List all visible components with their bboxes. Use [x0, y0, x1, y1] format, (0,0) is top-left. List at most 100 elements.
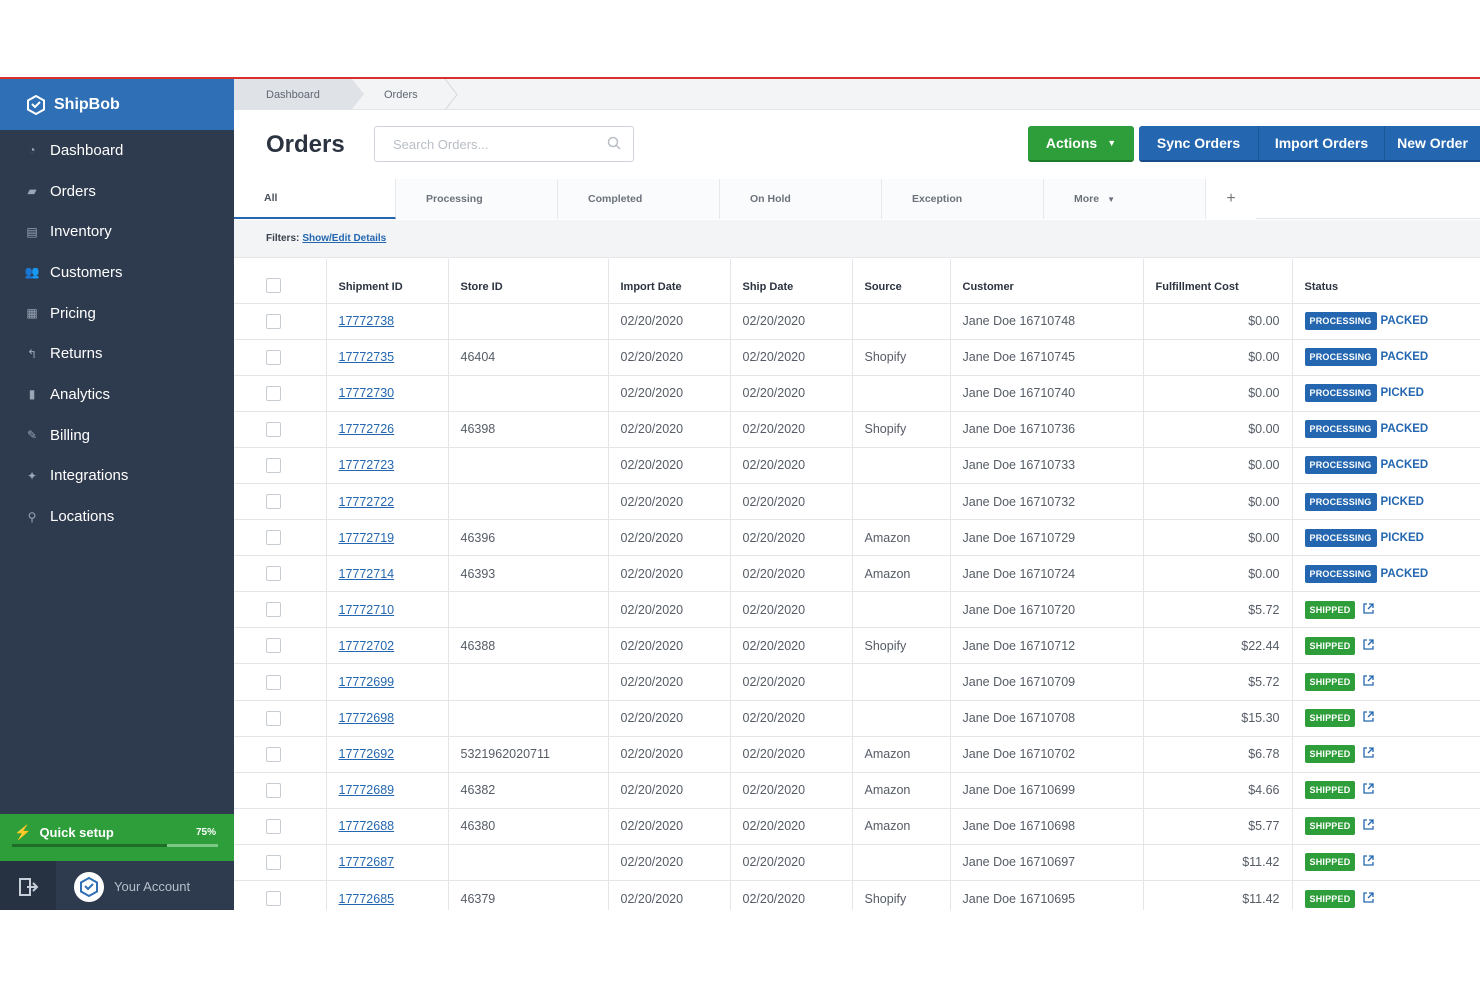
tab-completed[interactable]: Completed	[558, 179, 720, 219]
shipment-id-link[interactable]: 17772710	[338, 602, 395, 617]
shipment-id-link[interactable]: 17772723	[338, 458, 395, 473]
row-checkbox[interactable]	[266, 891, 281, 907]
search-icon[interactable]	[607, 136, 621, 153]
shipment-id-link[interactable]: 17772726	[338, 422, 395, 437]
shipment-id-link[interactable]: 17772692	[338, 747, 395, 762]
table-row[interactable]: 17772735 46404 02/20/2020 02/20/2020 Shopify…	[234, 339, 1480, 376]
sidebar-item-integrations[interactable]: ✦ Integrations	[0, 456, 234, 497]
external-link-icon[interactable]	[1363, 819, 1375, 833]
shipment-id-link[interactable]: 17772689	[338, 783, 395, 798]
row-checkbox[interactable]	[266, 349, 281, 365]
shipment-id-link[interactable]: 17772719	[338, 530, 395, 545]
sidebar-item-customers[interactable]: 👥 Customers	[0, 252, 234, 293]
tab-more[interactable]: More ▼	[1044, 179, 1206, 219]
table-row[interactable]: 17772723 02/20/2020 02/20/2020 Jane Doe 167…	[234, 447, 1480, 484]
shipment-id-link[interactable]: 17772738	[338, 314, 395, 329]
col-store-id[interactable]: Store ID	[448, 259, 609, 304]
col-fulfillment-cost[interactable]: Fulfillment Cost	[1143, 259, 1293, 304]
show-edit-details-link[interactable]: Show/Edit Details	[302, 233, 387, 244]
external-link-icon[interactable]	[1363, 639, 1375, 653]
logout-icon[interactable]	[0, 861, 56, 910]
breadcrumb-dashboard[interactable]: Dashboard	[234, 79, 352, 110]
shipment-id-link[interactable]: 17772699	[338, 674, 395, 689]
table-row[interactable]: 17772699 02/20/2020 02/20/2020 Jane Doe 167…	[234, 663, 1480, 701]
sidebar-item-dashboard[interactable]: ◔ Dashboard	[0, 130, 234, 171]
external-link-icon[interactable]	[1363, 675, 1375, 689]
row-checkbox[interactable]	[266, 385, 281, 401]
table-row[interactable]: 17772710 02/20/2020 02/20/2020 Jane Doe 167…	[234, 591, 1480, 629]
tab-exception[interactable]: Exception	[882, 179, 1044, 219]
row-checkbox[interactable]	[266, 674, 281, 690]
col-status[interactable]: Status	[1292, 259, 1480, 304]
table-row[interactable]: 17772730 02/20/2020 02/20/2020 Jane Doe 167…	[234, 375, 1480, 412]
sidebar-item-billing[interactable]: ✎ Billing	[0, 415, 234, 456]
col-ship-date[interactable]: Ship Date	[730, 259, 853, 304]
shipment-id-link[interactable]: 17772735	[338, 350, 395, 365]
col-source[interactable]: Source	[852, 259, 951, 304]
quick-setup-button[interactable]: ⚡ Quick setup 75%	[0, 814, 234, 861]
sidebar-item-pricing[interactable]: ▦ Pricing	[0, 293, 234, 334]
row-checkbox[interactable]	[266, 602, 281, 618]
shipment-id-link[interactable]: 17772702	[338, 638, 395, 653]
tab-on-hold[interactable]: On Hold	[720, 179, 882, 219]
row-checkbox[interactable]	[266, 530, 281, 546]
search-input[interactable]	[393, 136, 607, 152]
add-tab-button[interactable]: +	[1206, 179, 1256, 219]
external-link-icon[interactable]	[1363, 711, 1375, 725]
table-row[interactable]: 17772738 02/20/2020 02/20/2020 Jane Doe 167…	[234, 303, 1480, 340]
row-checkbox[interactable]	[266, 494, 281, 510]
row-checkbox[interactable]	[266, 782, 281, 798]
shipment-id-link[interactable]: 17772730	[338, 386, 395, 401]
external-link-icon[interactable]	[1363, 783, 1375, 797]
table-header-row: Shipment ID Store ID Import Date Ship Da…	[234, 259, 1480, 304]
row-checkbox[interactable]	[266, 855, 281, 871]
table-row[interactable]: 17772689 46382 02/20/2020 02/20/2020 Amazon J…	[234, 772, 1480, 809]
tab-processing[interactable]: Processing	[396, 179, 558, 219]
external-link-icon[interactable]	[1363, 891, 1375, 906]
shipment-id-link[interactable]: 17772688	[338, 819, 395, 834]
col-shipment-id[interactable]: Shipment ID	[326, 259, 449, 304]
table-row[interactable]: 17772719 46396 02/20/2020 02/20/2020 Amazon J…	[234, 519, 1480, 557]
row-checkbox[interactable]	[266, 710, 281, 726]
row-checkbox[interactable]	[266, 818, 281, 834]
table-row[interactable]: 17772702 46388 02/20/2020 02/20/2020 Shopify…	[234, 627, 1480, 665]
table-row[interactable]: 17772687 02/20/2020 02/20/2020 Jane Doe 167…	[234, 844, 1480, 882]
sidebar-item-analytics[interactable]: ▮ Analytics	[0, 374, 234, 415]
external-link-icon[interactable]	[1363, 603, 1375, 617]
import-orders-button[interactable]: Import Orders	[1259, 126, 1385, 160]
table-row[interactable]: 17772688 46380 02/20/2020 02/20/2020 Amazon J…	[234, 808, 1480, 845]
sidebar-item-returns[interactable]: ↰ Returns	[0, 333, 234, 374]
logo[interactable]: ShipBob	[0, 79, 234, 130]
main-content: Dashboard Orders Orders Actions ▼ Sync O…	[234, 79, 1480, 910]
col-customer[interactable]: Customer	[950, 259, 1144, 304]
row-checkbox[interactable]	[266, 638, 281, 654]
sidebar-item-locations[interactable]: ⚲ Locations	[0, 496, 234, 537]
sync-orders-button[interactable]: Sync Orders	[1139, 126, 1259, 160]
shipment-id-link[interactable]: 17772685	[338, 891, 395, 906]
shipment-id-link[interactable]: 17772722	[338, 494, 395, 509]
table-row[interactable]: 17772692 5321962020711 02/20/2020 02/20/202…	[234, 736, 1480, 773]
row-checkbox[interactable]	[266, 458, 281, 474]
row-checkbox[interactable]	[266, 566, 281, 582]
col-import-date[interactable]: Import Date	[608, 259, 731, 304]
new-order-button[interactable]: New Order	[1397, 135, 1468, 151]
sidebar-item-inventory[interactable]: ▤ Inventory	[0, 211, 234, 252]
shipment-id-link[interactable]: 17772714	[338, 566, 395, 581]
your-account-link[interactable]: Your Account	[56, 861, 234, 910]
row-checkbox[interactable]	[266, 313, 281, 329]
external-link-icon[interactable]	[1363, 747, 1375, 761]
table-row[interactable]: 17772722 02/20/2020 02/20/2020 Jane Doe 167…	[234, 483, 1480, 521]
sidebar-item-orders[interactable]: ▰ Orders	[0, 171, 234, 212]
shipment-id-link[interactable]: 17772698	[338, 711, 395, 726]
row-checkbox[interactable]	[266, 421, 281, 437]
row-checkbox[interactable]	[266, 746, 281, 762]
select-all-checkbox[interactable]	[266, 277, 281, 293]
table-row[interactable]: 17772685 46379 02/20/2020 02/20/2020 Shopify…	[234, 880, 1480, 910]
shipment-id-link[interactable]: 17772687	[338, 855, 395, 870]
table-row[interactable]: 17772714 46393 02/20/2020 02/20/2020 Amazon J…	[234, 555, 1480, 593]
external-link-icon[interactable]	[1363, 855, 1375, 869]
table-row[interactable]: 17772698 02/20/2020 02/20/2020 Jane Doe 167…	[234, 700, 1480, 737]
tab-all[interactable]: All	[234, 179, 396, 219]
table-row[interactable]: 17772726 46398 02/20/2020 02/20/2020 Shopify…	[234, 411, 1480, 448]
actions-dropdown-button[interactable]: Actions ▼	[1028, 126, 1134, 162]
